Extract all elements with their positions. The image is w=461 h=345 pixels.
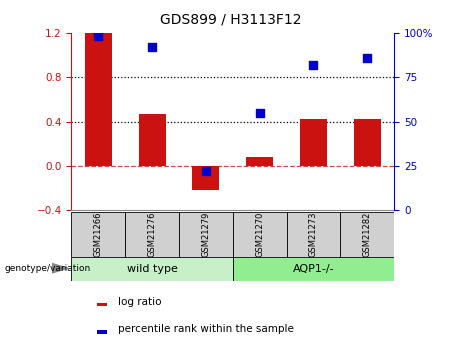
Point <box>364 55 371 60</box>
Text: GSM21279: GSM21279 <box>201 212 210 257</box>
Bar <box>139 114 165 166</box>
Bar <box>97 331 107 334</box>
Text: percentile rank within the sample: percentile rank within the sample <box>118 324 294 334</box>
Bar <box>125 212 179 257</box>
Text: GSM21270: GSM21270 <box>255 212 264 257</box>
Text: GSM21276: GSM21276 <box>148 212 157 257</box>
Bar <box>193 166 219 190</box>
Text: GDS899 / H3113F12: GDS899 / H3113F12 <box>160 12 301 26</box>
Polygon shape <box>52 264 68 273</box>
Bar <box>233 212 287 257</box>
Bar <box>97 303 107 306</box>
Bar <box>340 212 394 257</box>
Text: GSM21273: GSM21273 <box>309 212 318 257</box>
Text: log ratio: log ratio <box>118 297 162 306</box>
Point <box>95 33 102 39</box>
Bar <box>246 157 273 166</box>
Bar <box>300 119 327 166</box>
Bar <box>85 33 112 166</box>
Text: genotype/variation: genotype/variation <box>5 264 91 273</box>
Bar <box>71 212 125 257</box>
Bar <box>233 257 394 281</box>
Bar <box>71 257 233 281</box>
Text: GSM21266: GSM21266 <box>94 212 103 257</box>
Text: GSM21282: GSM21282 <box>363 212 372 257</box>
Point <box>148 44 156 50</box>
Bar <box>354 119 381 166</box>
Bar <box>287 212 340 257</box>
Bar <box>179 212 233 257</box>
Text: wild type: wild type <box>127 264 177 274</box>
Point <box>256 110 263 116</box>
Point <box>310 62 317 68</box>
Text: AQP1-/-: AQP1-/- <box>293 264 334 274</box>
Point <box>202 169 210 174</box>
